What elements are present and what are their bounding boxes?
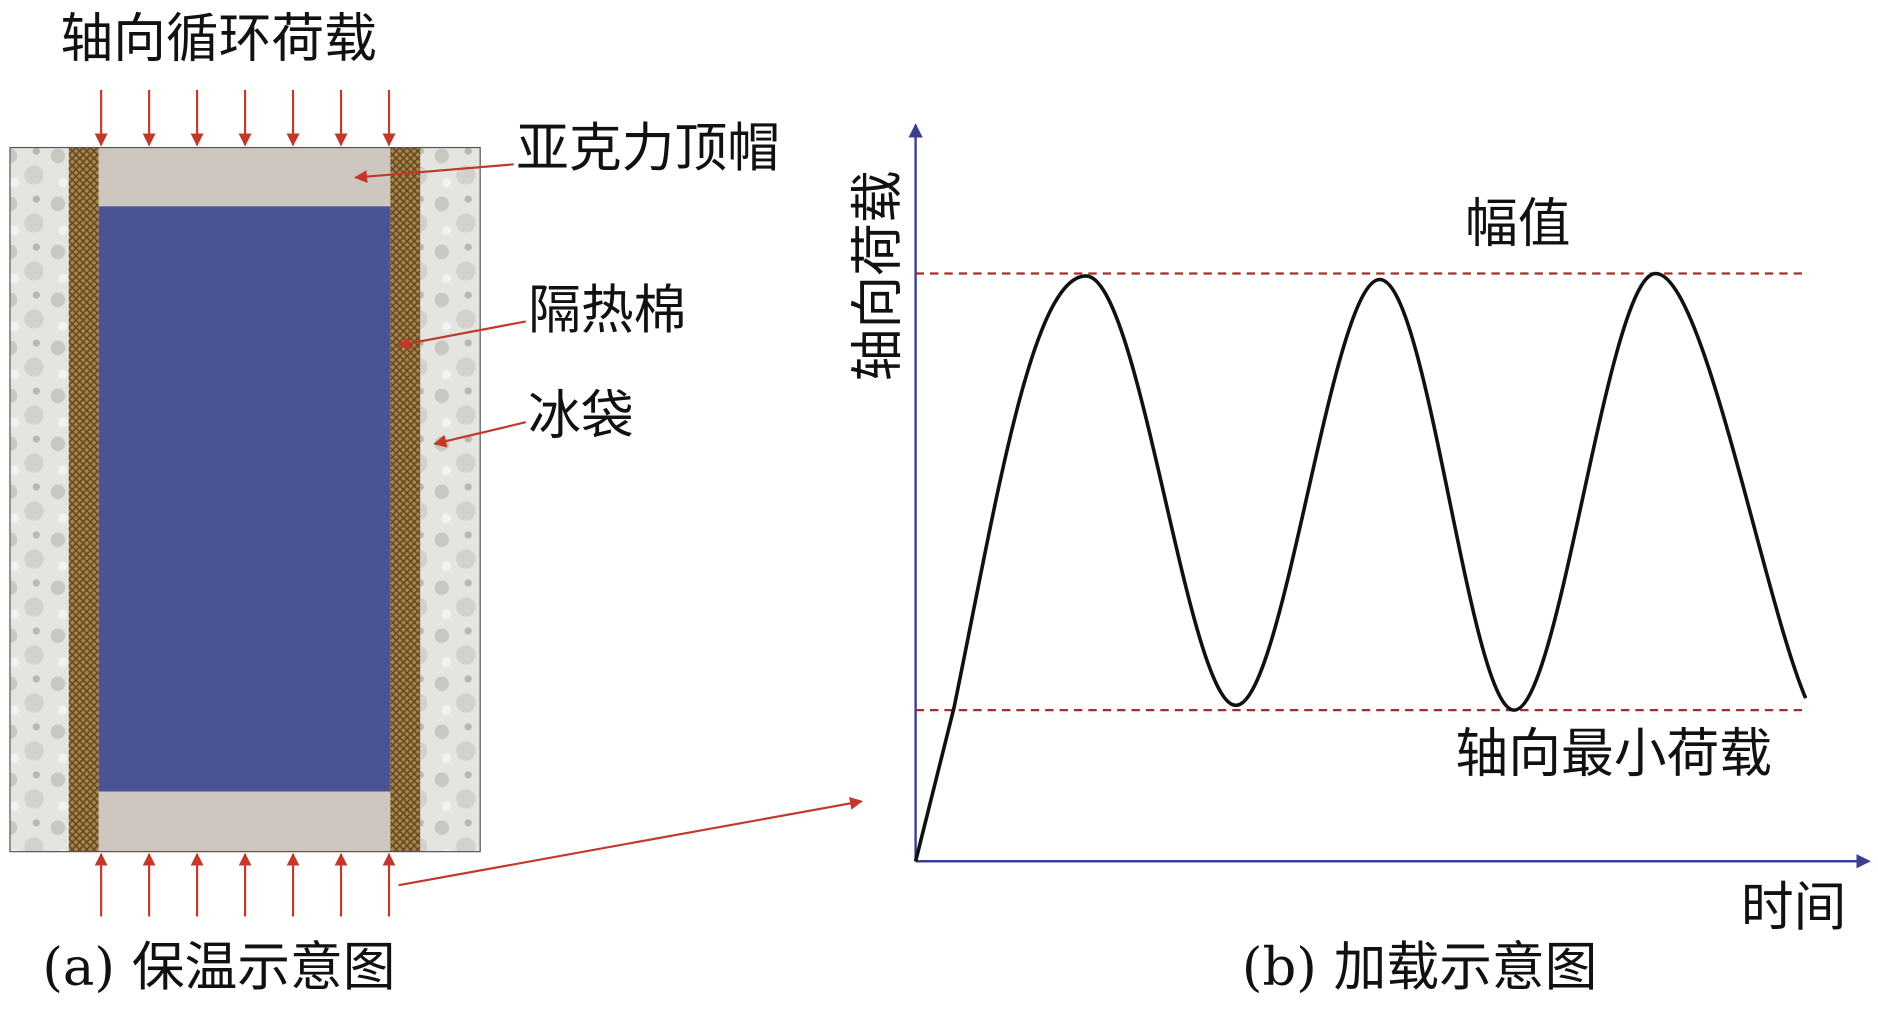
insulation-label: 隔热棉 [528, 280, 686, 341]
ice-label: 冰袋 [528, 385, 634, 446]
load-curve [913, 271, 1808, 862]
outline [9, 146, 481, 853]
insulation [390, 147, 421, 852]
load-label: 轴向循环荷载 [60, 9, 377, 70]
ice-bag [420, 147, 481, 852]
y-axis-label: 轴向荷载 [848, 170, 909, 381]
amplitude-label: 幅值 [1465, 193, 1571, 254]
cap-label: 亚克力顶帽 [516, 118, 780, 179]
insulation [68, 147, 99, 852]
ice-bag [9, 147, 69, 852]
specimen [9, 146, 481, 853]
load-arrows [94, 89, 863, 917]
top-cap [98, 147, 391, 207]
bottom-cap [98, 791, 391, 852]
x-axis-label: 时间 [1741, 877, 1847, 938]
sample [98, 206, 391, 792]
min-label: 轴向最小荷载 [1455, 724, 1772, 785]
axes [908, 123, 1871, 869]
caption-a: (a) 保温示意图 [42, 937, 395, 998]
caption-b: (b) 加载示意图 [1242, 937, 1598, 998]
